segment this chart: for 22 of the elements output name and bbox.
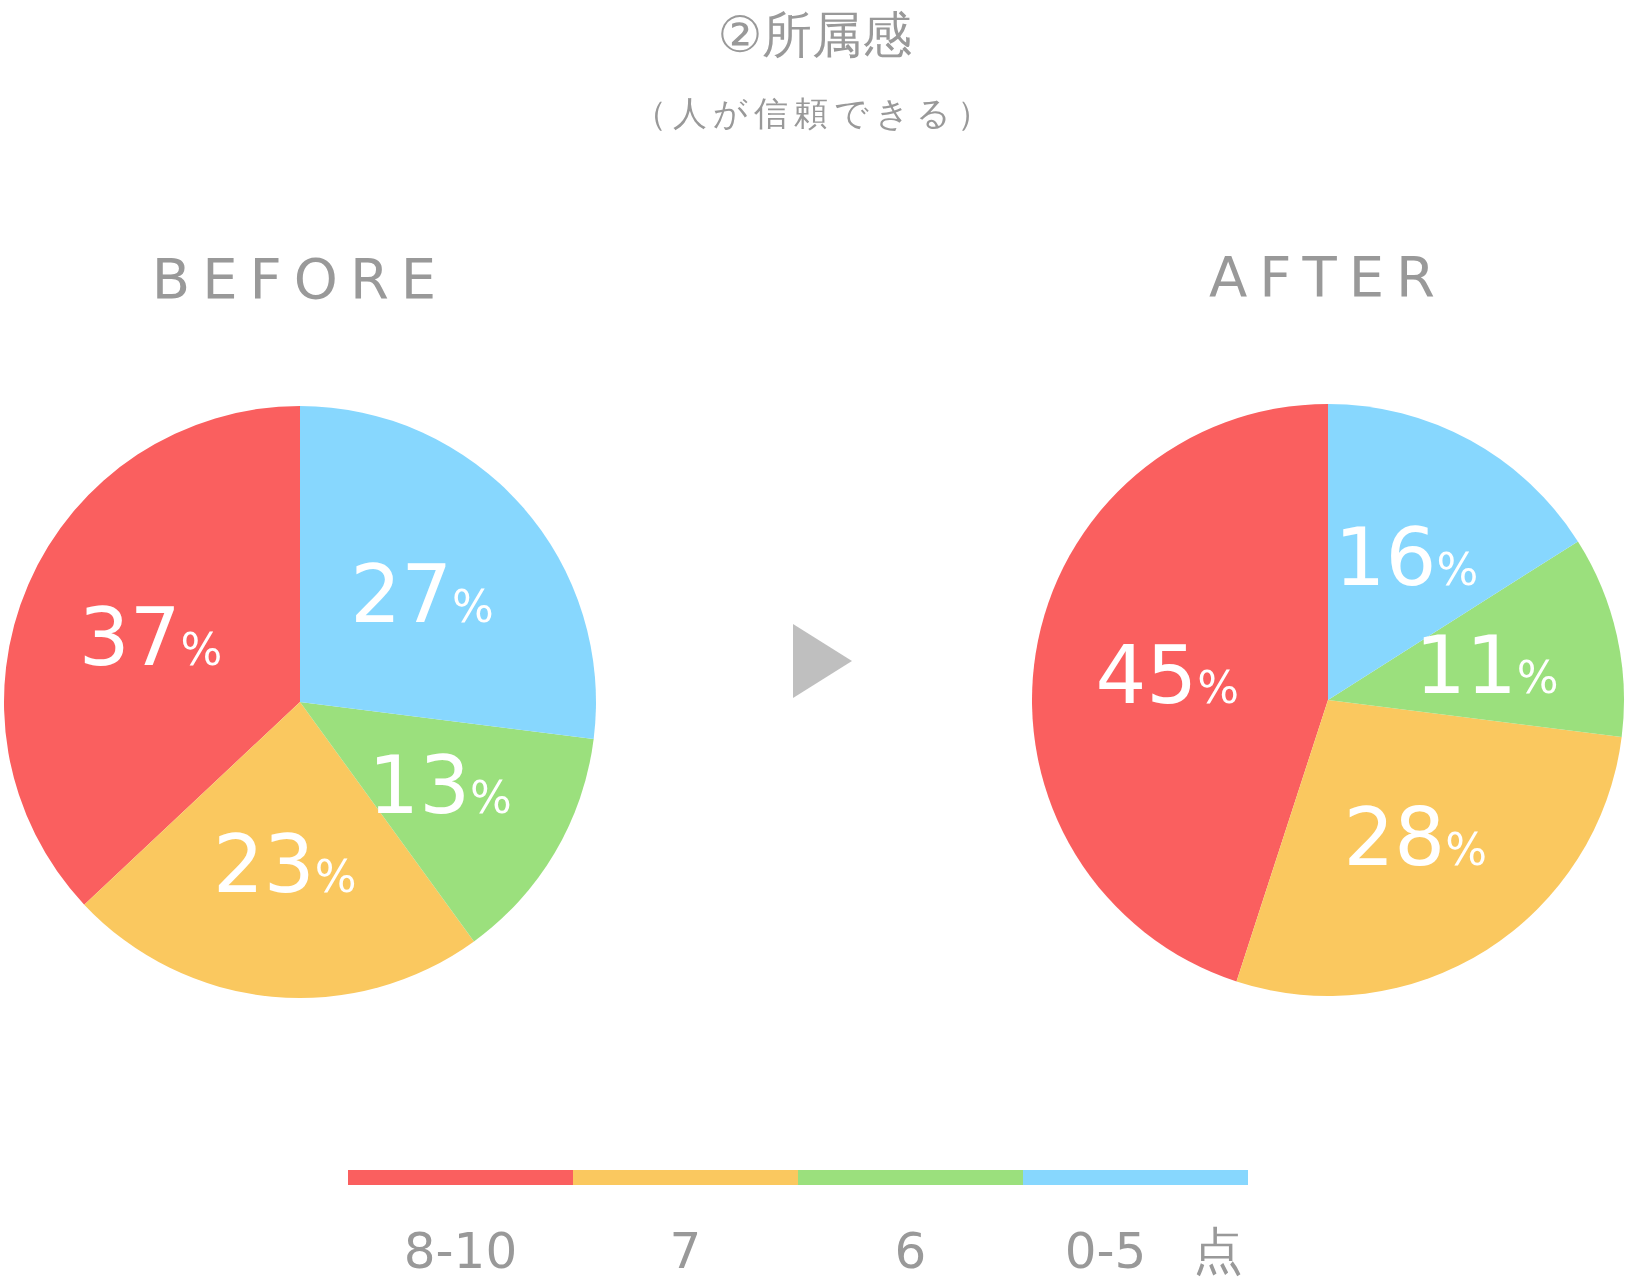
data-label: 45% bbox=[1095, 628, 1240, 722]
text: AFTER bbox=[1208, 244, 1448, 309]
text: ②所属感 bbox=[717, 6, 913, 64]
data-label: 23% bbox=[212, 818, 357, 912]
legend-label: 0-5 bbox=[1064, 1222, 1147, 1280]
pie-slice bbox=[84, 702, 474, 998]
data-label: 11% bbox=[1415, 618, 1559, 712]
data-label: 37% bbox=[78, 591, 223, 685]
text: （人が信頼できる） bbox=[633, 93, 997, 133]
legend-label: 6 bbox=[894, 1222, 927, 1280]
pie-slice bbox=[1328, 404, 1578, 700]
data-label: 28% bbox=[1343, 791, 1488, 885]
text: BEFORE bbox=[151, 246, 449, 311]
text: 点 bbox=[1193, 1222, 1243, 1280]
pie-slice bbox=[1032, 404, 1328, 982]
data-label: 16% bbox=[1334, 511, 1479, 605]
legend-label: 7 bbox=[669, 1222, 702, 1280]
data-label: 13% bbox=[368, 738, 512, 832]
pie-slice bbox=[1236, 700, 1622, 996]
data-label: 27% bbox=[350, 548, 494, 642]
legend-label: 8-10 bbox=[403, 1222, 518, 1280]
pie-slice bbox=[300, 406, 596, 740]
